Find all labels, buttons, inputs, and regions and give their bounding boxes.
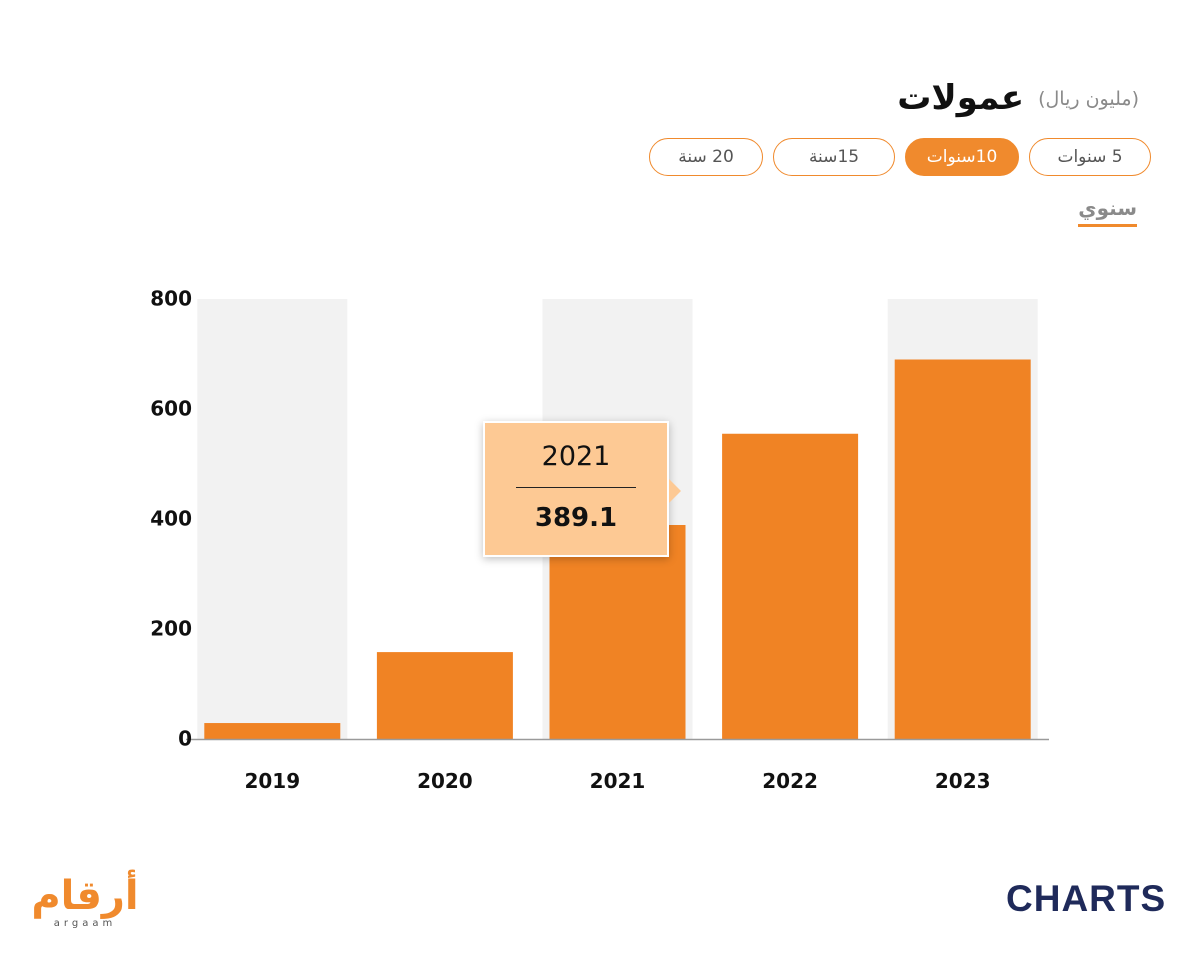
bar-2021 bbox=[549, 524, 686, 739]
x-tick-label: 2023 bbox=[935, 769, 991, 793]
x-tick-label: 2020 bbox=[417, 769, 473, 793]
y-tick-label: 0 bbox=[178, 727, 192, 751]
x-tick-label: 2022 bbox=[762, 769, 818, 793]
bar-2020 bbox=[376, 652, 513, 739]
tooltip-divider bbox=[516, 487, 636, 488]
argaam-logo: أرقام argaam bbox=[30, 876, 140, 932]
bar-2023 bbox=[894, 359, 1031, 739]
chart-title: عمولات bbox=[897, 78, 1025, 118]
y-tick-label: 400 bbox=[150, 507, 192, 531]
period-10y-button[interactable]: 10سنوات bbox=[905, 138, 1019, 176]
period-selector: 5 سنوات 10سنوات 15سنة 20 سنة bbox=[649, 138, 1151, 176]
x-tick-label: 2019 bbox=[244, 769, 300, 793]
bar-2019 bbox=[204, 723, 341, 739]
argaam-logo-arabic: أرقام bbox=[31, 873, 139, 919]
column-band bbox=[197, 299, 348, 739]
y-tick-label: 800 bbox=[150, 287, 192, 311]
argaam-logo-latin: argaam bbox=[53, 918, 117, 929]
x-tick-label: 2021 bbox=[590, 769, 646, 793]
y-tick-label: 600 bbox=[150, 397, 192, 421]
period-20y-button[interactable]: 20 سنة bbox=[649, 138, 763, 176]
chart-header: عمولات (مليون ريال) bbox=[897, 72, 1139, 124]
period-5y-button[interactable]: 5 سنوات bbox=[1029, 138, 1151, 176]
tab-annual[interactable]: سنوي bbox=[1078, 196, 1137, 227]
tooltip-value: 389.1 bbox=[534, 503, 618, 533]
tooltip-year: 2021 bbox=[541, 441, 611, 472]
period-15y-button[interactable]: 15سنة bbox=[773, 138, 895, 176]
chart-tooltip: 2021 389.1 bbox=[483, 421, 681, 557]
charts-logo: CHARTS bbox=[1006, 878, 1167, 919]
y-tick-label: 200 bbox=[150, 617, 192, 641]
chart-unit: (مليون ريال) bbox=[1038, 88, 1139, 110]
bar-2022 bbox=[722, 433, 859, 739]
